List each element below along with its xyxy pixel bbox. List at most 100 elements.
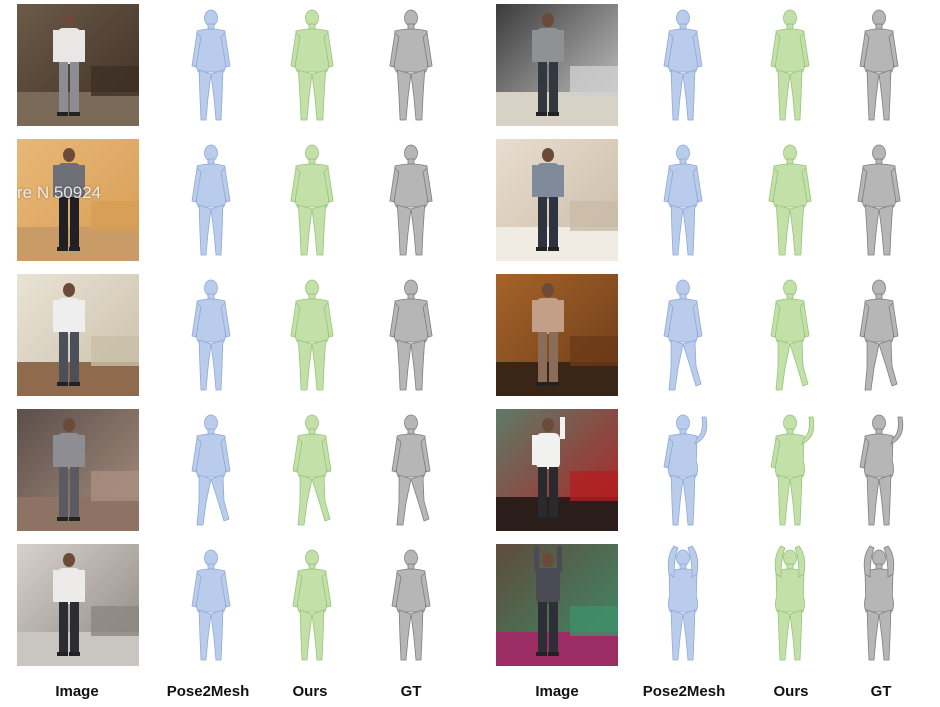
photo-icon bbox=[496, 544, 618, 666]
pose2mesh-mesh-icon bbox=[191, 144, 231, 256]
gt-mesh-left-row-2 bbox=[350, 139, 472, 261]
body-silhouette bbox=[768, 144, 812, 256]
pose2mesh-mesh-left-row-4 bbox=[150, 409, 272, 531]
body-silhouette bbox=[389, 9, 433, 121]
body-silhouette bbox=[389, 279, 433, 391]
input-photo-right-row-3 bbox=[496, 274, 618, 396]
label-pose2mesh-left: Pose2Mesh bbox=[166, 683, 250, 700]
pose2mesh-mesh-icon bbox=[191, 9, 231, 121]
ours-mesh-icon bbox=[290, 9, 334, 121]
pose2mesh-mesh-right-row-1 bbox=[622, 4, 744, 126]
body-silhouette bbox=[770, 414, 815, 526]
pose2mesh-mesh-left-row-2 bbox=[150, 139, 272, 261]
photo-icon bbox=[17, 4, 139, 126]
gt-mesh-left-row-1 bbox=[350, 4, 472, 126]
input-photo-left-row-1 bbox=[17, 4, 139, 126]
pose2mesh-mesh-icon bbox=[191, 279, 231, 391]
label-image-left: Image bbox=[55, 683, 99, 700]
ours-mesh-icon bbox=[768, 144, 812, 256]
body-silhouette bbox=[191, 9, 231, 121]
body-silhouette bbox=[774, 545, 806, 661]
ours-mesh-right-row-1 bbox=[729, 4, 851, 126]
ours-mesh-icon bbox=[774, 545, 806, 661]
photo-person bbox=[53, 283, 85, 386]
body-silhouette bbox=[191, 414, 231, 526]
gt-mesh-right-row-5 bbox=[818, 544, 940, 666]
label-gt-left: GT bbox=[400, 683, 422, 700]
body-silhouette bbox=[391, 549, 431, 661]
gt-mesh-icon bbox=[859, 9, 899, 121]
pose2mesh-mesh-right-row-5 bbox=[622, 544, 744, 666]
label-ours-right: Ours bbox=[773, 683, 809, 700]
ours-mesh-icon bbox=[292, 414, 332, 526]
ours-mesh-left-row-1 bbox=[251, 4, 373, 126]
ours-mesh-icon bbox=[292, 549, 332, 661]
input-photo-right-row-4 bbox=[496, 409, 618, 531]
pose2mesh-mesh-left-row-5 bbox=[150, 544, 272, 666]
gt-mesh-right-row-2 bbox=[818, 139, 940, 261]
input-photo-right-row-1 bbox=[496, 4, 618, 126]
pose2mesh-mesh-right-row-4 bbox=[622, 409, 744, 531]
photo-person bbox=[534, 546, 562, 656]
body-silhouette bbox=[663, 414, 708, 526]
ours-mesh-icon bbox=[290, 144, 334, 256]
gt-mesh-left-row-3 bbox=[350, 274, 472, 396]
photo-icon bbox=[496, 409, 618, 531]
ours-mesh-left-row-4 bbox=[251, 409, 373, 531]
gt-mesh-icon bbox=[391, 549, 431, 661]
gt-mesh-icon bbox=[859, 414, 904, 526]
photo-furniture bbox=[91, 471, 139, 501]
ours-mesh-right-row-4 bbox=[729, 409, 851, 531]
gt-mesh-right-row-1 bbox=[818, 4, 940, 126]
label-gt-right: GT bbox=[870, 683, 892, 700]
gt-mesh-icon bbox=[391, 414, 431, 526]
ours-mesh-icon bbox=[770, 9, 810, 121]
photo-icon bbox=[17, 409, 139, 531]
body-silhouette bbox=[290, 279, 334, 391]
body-silhouette bbox=[292, 549, 332, 661]
gt-mesh-left-row-5 bbox=[350, 544, 472, 666]
ours-mesh-icon bbox=[290, 279, 334, 391]
photo-person bbox=[532, 13, 564, 116]
photo-icon bbox=[496, 4, 618, 126]
photo-furniture bbox=[91, 66, 139, 96]
ours-mesh-icon bbox=[770, 279, 810, 391]
photo-icon bbox=[496, 139, 618, 261]
input-photo-right-row-5 bbox=[496, 544, 618, 666]
input-photo-left-row-3 bbox=[17, 274, 139, 396]
photo-furniture bbox=[570, 471, 618, 501]
photo-person bbox=[53, 148, 85, 251]
pose2mesh-mesh-right-row-2 bbox=[622, 139, 744, 261]
photo-furniture bbox=[570, 201, 618, 231]
body-silhouette bbox=[290, 9, 334, 121]
photo-icon bbox=[17, 544, 139, 666]
body-silhouette bbox=[859, 414, 904, 526]
body-silhouette bbox=[290, 144, 334, 256]
gt-mesh-right-row-4 bbox=[818, 409, 940, 531]
pose2mesh-mesh-icon bbox=[663, 414, 708, 526]
ours-mesh-right-row-3 bbox=[729, 274, 851, 396]
body-silhouette bbox=[770, 279, 810, 391]
pose2mesh-mesh-icon bbox=[663, 144, 703, 256]
gt-mesh-icon bbox=[859, 279, 899, 391]
body-silhouette bbox=[857, 144, 901, 256]
photo-person bbox=[532, 283, 564, 386]
gt-mesh-right-row-3 bbox=[818, 274, 940, 396]
pose2mesh-mesh-icon bbox=[667, 545, 699, 661]
label-image-right: Image bbox=[535, 683, 579, 700]
gt-mesh-icon bbox=[389, 9, 433, 121]
photo-icon bbox=[496, 274, 618, 396]
ours-mesh-left-row-3 bbox=[251, 274, 373, 396]
gt-mesh-left-row-4 bbox=[350, 409, 472, 531]
body-silhouette bbox=[770, 9, 810, 121]
gt-mesh-icon bbox=[389, 279, 433, 391]
ours-mesh-left-row-5 bbox=[251, 544, 373, 666]
pose2mesh-mesh-icon bbox=[663, 9, 703, 121]
body-silhouette bbox=[663, 9, 703, 121]
photo-furniture bbox=[91, 201, 139, 231]
input-photo-left-row-5 bbox=[17, 544, 139, 666]
body-silhouette bbox=[663, 279, 703, 391]
pose2mesh-mesh-icon bbox=[191, 549, 231, 661]
input-photo-right-row-2 bbox=[496, 139, 618, 261]
pose2mesh-mesh-right-row-3 bbox=[622, 274, 744, 396]
